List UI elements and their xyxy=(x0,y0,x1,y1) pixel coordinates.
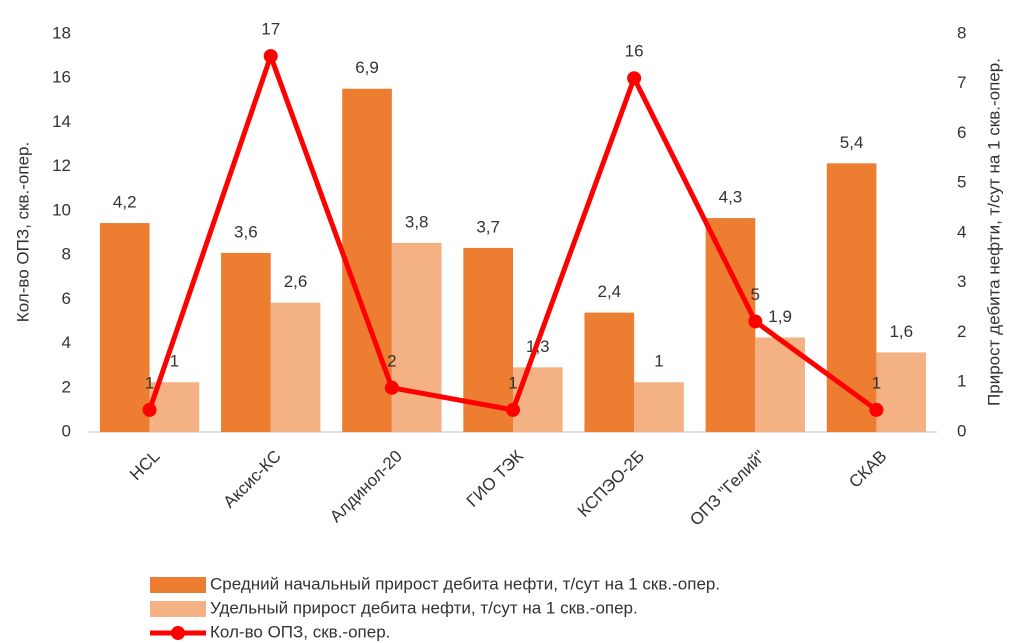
line-value-label: 17 xyxy=(261,20,280,39)
x-tick-label: Алдинол-20 xyxy=(326,447,406,527)
line-marker xyxy=(506,402,520,417)
bar-value-label: 6,9 xyxy=(355,58,379,77)
y2-tick-label: 5 xyxy=(957,173,966,192)
y-tick-label: 2 xyxy=(62,377,71,396)
bar xyxy=(99,223,150,432)
bar-value-label: 4,2 xyxy=(113,193,137,212)
x-tick-label: ГИО ТЭК xyxy=(463,447,527,511)
y-tick-label: 8 xyxy=(62,245,71,264)
y2-tick-label: 0 xyxy=(957,421,966,440)
bar-value-label: 4,3 xyxy=(719,188,743,207)
bar xyxy=(634,382,684,432)
line-marker xyxy=(748,314,763,329)
y2-tick-label: 8 xyxy=(957,23,966,42)
y2-tick-label: 2 xyxy=(957,322,966,341)
bar-value-label: 1,6 xyxy=(889,322,913,341)
x-tick-label: ОПЗ "Гелий" xyxy=(686,447,769,530)
bar xyxy=(876,352,927,432)
y2-tick-label: 4 xyxy=(957,222,966,241)
legend-swatch xyxy=(150,577,206,593)
line-marker xyxy=(142,402,157,417)
line-marker xyxy=(384,380,399,395)
legend-label: Удельный прирост дебита нефти, т/сут на … xyxy=(210,598,638,617)
line-value-label: 1 xyxy=(872,373,881,392)
line-value-label: 16 xyxy=(625,42,644,61)
y-tick-label: 10 xyxy=(52,200,71,219)
x-tick-label: HCL xyxy=(126,447,163,484)
bar-value-label: 1 xyxy=(170,352,179,371)
line-value-label: 2 xyxy=(387,351,396,370)
bar-value-label: 1 xyxy=(654,352,663,371)
bar xyxy=(221,252,271,432)
bar xyxy=(270,302,321,432)
y2-tick-label: 3 xyxy=(957,272,966,291)
y-tick-label: 4 xyxy=(62,333,71,352)
bar xyxy=(342,88,392,432)
y-tick-label: 0 xyxy=(62,421,71,440)
bar xyxy=(705,218,756,432)
line-value-label: 1 xyxy=(145,373,154,392)
bar-value-label: 3,6 xyxy=(234,222,258,241)
y2-axis-title: Прирост дебита нефти, т/сут на 1 скв.-оп… xyxy=(984,58,1003,406)
x-tick-label: КСПЭО-2Б xyxy=(574,447,648,521)
bar-value-label: 3,7 xyxy=(476,217,500,236)
y2-tick-label: 1 xyxy=(957,372,966,391)
bar-value-label: 2,6 xyxy=(284,272,308,291)
bar xyxy=(584,312,635,432)
line-value-label: 1 xyxy=(508,373,517,392)
y2-tick-label: 7 xyxy=(957,73,966,92)
y-tick-label: 12 xyxy=(52,156,71,175)
bar-value-label: 3,8 xyxy=(405,212,429,231)
x-tick-label: Аксис-КС xyxy=(220,447,285,512)
y-axis-title: Кол-во ОПЗ, скв.-опер. xyxy=(13,142,32,322)
bar-value-label: 2,4 xyxy=(597,282,621,301)
line-marker xyxy=(263,49,278,64)
legend-label: Средний начальный прирост дебита нефти, … xyxy=(210,574,720,593)
bar xyxy=(513,367,563,432)
legend-label: Кол-во ОПЗ, скв.-опер. xyxy=(210,622,390,641)
bar-value-label: 1,9 xyxy=(768,307,792,326)
bar xyxy=(826,163,877,432)
y-tick-label: 14 xyxy=(52,112,71,131)
legend-marker xyxy=(171,626,185,640)
bar xyxy=(391,242,442,432)
y-tick-label: 18 xyxy=(52,23,71,42)
line-marker xyxy=(627,71,642,86)
line-marker xyxy=(869,402,884,417)
line-value-label: 5 xyxy=(751,285,760,304)
bar-value-label: 5,4 xyxy=(840,133,864,152)
y-tick-label: 16 xyxy=(52,68,71,87)
y-tick-label: 6 xyxy=(62,289,71,308)
legend-swatch xyxy=(150,601,206,617)
x-tick-label: СКАВ xyxy=(845,447,890,492)
y2-tick-label: 6 xyxy=(957,123,966,142)
